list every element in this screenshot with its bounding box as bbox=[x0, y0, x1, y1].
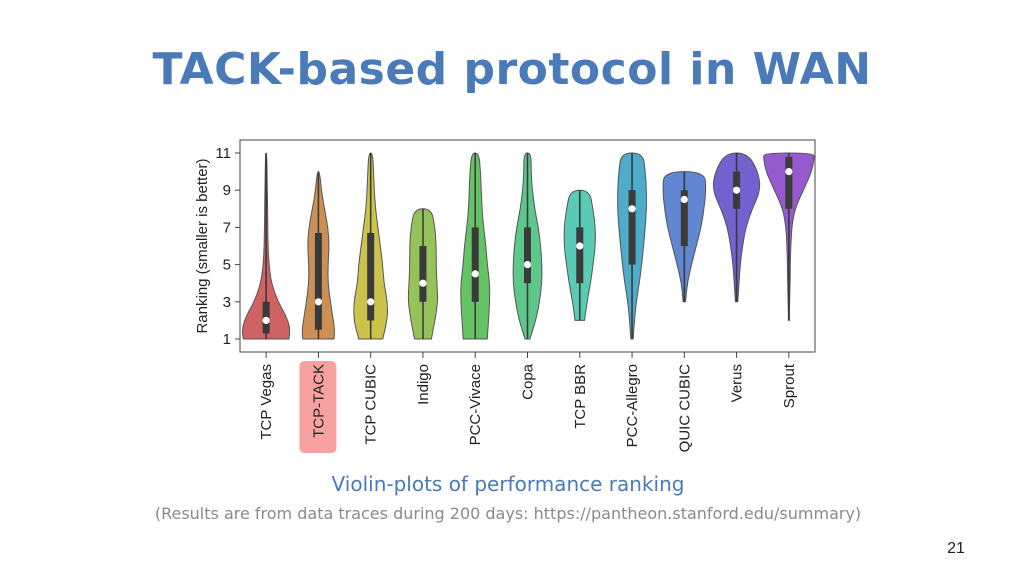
x-tick-label: Sprout bbox=[781, 363, 798, 408]
y-tick-label: 5 bbox=[223, 257, 231, 274]
median-point bbox=[680, 195, 688, 204]
y-tick-label: 1 bbox=[223, 331, 231, 348]
y-tick-label: 7 bbox=[223, 219, 231, 236]
page-number: 21 bbox=[947, 540, 965, 557]
median-point bbox=[732, 186, 741, 194]
iqr-box bbox=[471, 227, 479, 302]
iqr-box bbox=[576, 227, 584, 284]
iqr-box bbox=[314, 232, 322, 330]
iqr-box bbox=[785, 156, 793, 209]
iqr-box bbox=[628, 190, 636, 265]
y-axis-label: Ranking (smaller is better) bbox=[194, 158, 211, 333]
median-point bbox=[523, 261, 532, 269]
median-point bbox=[576, 242, 584, 250]
x-tick-label: PCC-Vivace bbox=[467, 364, 484, 445]
source-note: (Results are from data traces during 200… bbox=[154, 504, 862, 523]
median-point bbox=[785, 168, 793, 176]
iqr-box bbox=[524, 227, 531, 284]
median-point bbox=[262, 316, 270, 324]
iqr-box bbox=[419, 246, 427, 302]
median-point bbox=[419, 279, 427, 287]
highlight-box bbox=[299, 361, 337, 453]
x-tick-label: Copa bbox=[520, 363, 537, 400]
x-tick-label: Indigo bbox=[415, 364, 432, 405]
chart-caption: Violin-plots of performance ranking bbox=[331, 472, 685, 496]
median-point bbox=[367, 298, 375, 306]
x-tick-label: TCP Vegas bbox=[258, 364, 275, 440]
iqr-box bbox=[680, 190, 688, 246]
median-point bbox=[628, 205, 636, 213]
median-point bbox=[314, 298, 323, 306]
iqr-box bbox=[367, 232, 375, 321]
y-tick-label: 11 bbox=[215, 145, 231, 162]
x-tick-label: TCP BBR bbox=[572, 364, 589, 429]
median-point bbox=[471, 270, 479, 278]
slide-title: TACK-based protocol in WAN bbox=[152, 44, 872, 95]
y-tick-label: 9 bbox=[223, 182, 231, 199]
x-tick-label: QUIC CUBIC bbox=[676, 364, 693, 453]
x-tick-label: TCP-TACK bbox=[310, 364, 327, 438]
y-tick-label: 3 bbox=[223, 294, 231, 311]
x-tick-label: PCC-Allegro bbox=[624, 364, 641, 447]
x-tick-label: Verus bbox=[729, 364, 746, 402]
x-tick-label: TCP CUBIC bbox=[363, 364, 380, 445]
